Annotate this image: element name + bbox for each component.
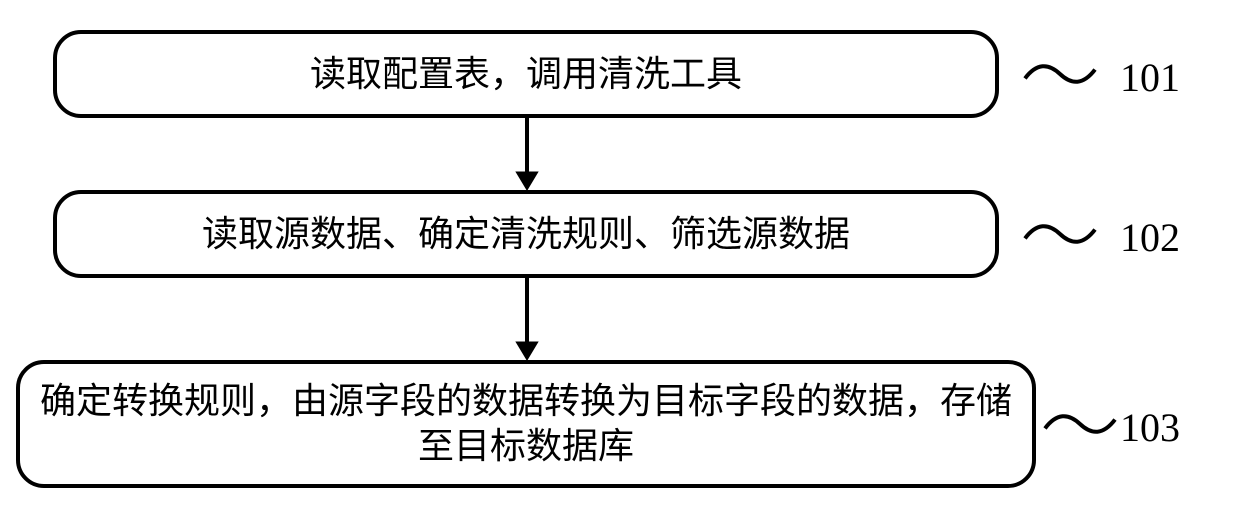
flow-node-1-label: 读取配置表，调用清洗工具 (57, 52, 995, 97)
step-label-101: 101 (1120, 54, 1180, 101)
flow-node-3: 确定转换规则，由源字段的数据转换为目标字段的数据，存储至目标数据库 (16, 360, 1036, 488)
flowchart-canvas: 读取配置表，调用清洗工具 读取源数据、确定清洗规则、筛选源数据 确定转换规则，由… (0, 0, 1240, 517)
step-label-103: 103 (1120, 404, 1180, 451)
flow-node-2-label: 读取源数据、确定清洗规则、筛选源数据 (57, 212, 995, 257)
step-label-102: 102 (1120, 214, 1180, 261)
flow-node-2: 读取源数据、确定清洗规则、筛选源数据 (53, 190, 999, 278)
flow-node-1: 读取配置表，调用清洗工具 (53, 30, 999, 118)
flow-node-3-label: 确定转换规则，由源字段的数据转换为目标字段的数据，存储至目标数据库 (20, 379, 1032, 469)
